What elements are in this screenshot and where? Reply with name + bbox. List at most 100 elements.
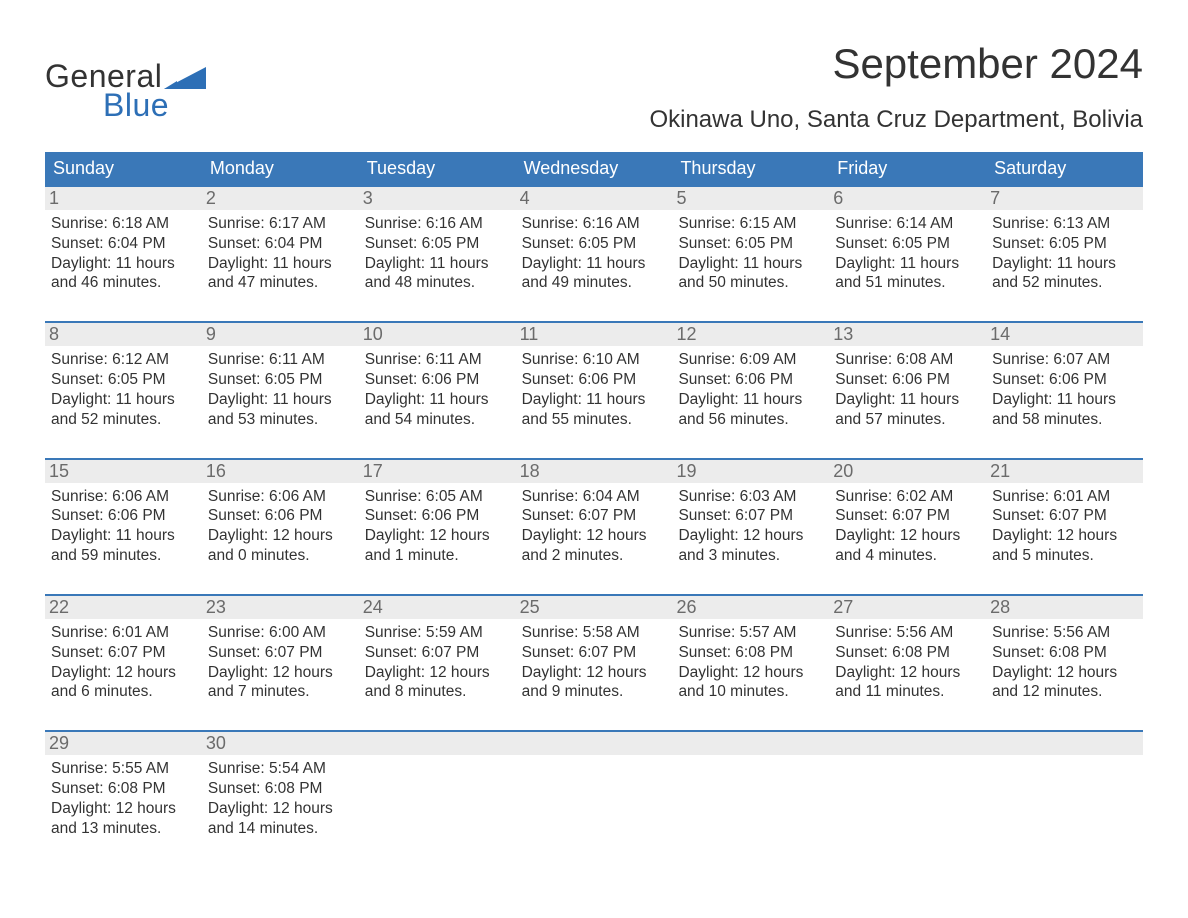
week-row: 22Sunrise: 6:01 AMSunset: 6:07 PMDayligh… bbox=[45, 594, 1143, 702]
day-number: 17 bbox=[359, 460, 516, 483]
day-cell: 6Sunrise: 6:14 AMSunset: 6:05 PMDaylight… bbox=[829, 187, 986, 293]
day-details: Sunrise: 6:06 AMSunset: 6:06 PMDaylight:… bbox=[51, 487, 196, 566]
day-sunset: Sunset: 6:05 PM bbox=[992, 234, 1137, 254]
day-details: Sunrise: 6:00 AMSunset: 6:07 PMDaylight:… bbox=[208, 623, 353, 702]
brand-line2: Blue bbox=[103, 87, 206, 124]
day-sunrise: Sunrise: 6:00 AM bbox=[208, 623, 353, 643]
day-d1: Daylight: 11 hours bbox=[51, 526, 196, 546]
day-d2: and 48 minutes. bbox=[365, 273, 510, 293]
day-number: 4 bbox=[516, 187, 673, 210]
day-d2: and 14 minutes. bbox=[208, 819, 353, 839]
day-d1: Daylight: 11 hours bbox=[678, 254, 823, 274]
day-details: Sunrise: 5:55 AMSunset: 6:08 PMDaylight:… bbox=[51, 759, 196, 838]
day-sunset: Sunset: 6:06 PM bbox=[51, 506, 196, 526]
day-d2: and 54 minutes. bbox=[365, 410, 510, 430]
day-cell: 27Sunrise: 5:56 AMSunset: 6:08 PMDayligh… bbox=[829, 596, 986, 702]
day-number-empty bbox=[829, 732, 986, 755]
day-sunset: Sunset: 6:06 PM bbox=[522, 370, 667, 390]
day-d1: Daylight: 12 hours bbox=[51, 799, 196, 819]
day-sunset: Sunset: 6:08 PM bbox=[678, 643, 823, 663]
day-d2: and 51 minutes. bbox=[835, 273, 980, 293]
day-cell: 7 Sunrise: 6:13 AMSunset: 6:05 PMDaylight… bbox=[986, 187, 1143, 293]
day-details: Sunrise: 6:17 AMSunset: 6:04 PMDaylight:… bbox=[208, 214, 353, 293]
day-d2: and 47 minutes. bbox=[208, 273, 353, 293]
day-number: 28 bbox=[986, 596, 1143, 619]
brand-logo: General Blue bbox=[45, 58, 206, 124]
day-sunset: Sunset: 6:07 PM bbox=[51, 643, 196, 663]
day-details: Sunrise: 6:07 AMSunset: 6:06 PMDaylight:… bbox=[992, 350, 1137, 429]
day-sunrise: Sunrise: 6:16 AM bbox=[522, 214, 667, 234]
day-d2: and 58 minutes. bbox=[992, 410, 1137, 430]
day-details: Sunrise: 6:01 AMSunset: 6:07 PMDaylight:… bbox=[51, 623, 196, 702]
weekday-header: Monday bbox=[202, 152, 359, 185]
day-sunrise: Sunrise: 5:56 AM bbox=[992, 623, 1137, 643]
day-number: 15 bbox=[45, 460, 202, 483]
day-cell: 26Sunrise: 5:57 AMSunset: 6:08 PMDayligh… bbox=[672, 596, 829, 702]
day-sunrise: Sunrise: 6:06 AM bbox=[51, 487, 196, 507]
weekday-header: Wednesday bbox=[516, 152, 673, 185]
day-d2: and 4 minutes. bbox=[835, 546, 980, 566]
day-d2: and 2 minutes. bbox=[522, 546, 667, 566]
day-sunset: Sunset: 6:05 PM bbox=[208, 370, 353, 390]
day-d2: and 13 minutes. bbox=[51, 819, 196, 839]
day-d1: Daylight: 12 hours bbox=[522, 663, 667, 683]
day-d1: Daylight: 12 hours bbox=[992, 526, 1137, 546]
day-details: Sunrise: 6:04 AMSunset: 6:07 PMDaylight:… bbox=[522, 487, 667, 566]
day-sunrise: Sunrise: 6:01 AM bbox=[992, 487, 1137, 507]
day-number: 6 bbox=[829, 187, 986, 210]
day-d1: Daylight: 11 hours bbox=[522, 254, 667, 274]
week-row: 8Sunrise: 6:12 AMSunset: 6:05 PMDaylight… bbox=[45, 321, 1143, 429]
day-sunrise: Sunrise: 6:03 AM bbox=[678, 487, 823, 507]
day-cell bbox=[359, 732, 516, 838]
day-details: Sunrise: 5:56 AMSunset: 6:08 PMDaylight:… bbox=[992, 623, 1137, 702]
day-cell: 25Sunrise: 5:58 AMSunset: 6:07 PMDayligh… bbox=[516, 596, 673, 702]
day-d1: Daylight: 12 hours bbox=[208, 799, 353, 819]
day-sunrise: Sunrise: 6:11 AM bbox=[208, 350, 353, 370]
day-number: 7 bbox=[986, 187, 1143, 210]
day-details: Sunrise: 5:58 AMSunset: 6:07 PMDaylight:… bbox=[522, 623, 667, 702]
day-d1: Daylight: 11 hours bbox=[365, 390, 510, 410]
day-details: Sunrise: 6:01 AMSunset: 6:07 PMDaylight:… bbox=[992, 487, 1137, 566]
day-cell bbox=[986, 732, 1143, 838]
day-sunrise: Sunrise: 5:58 AM bbox=[522, 623, 667, 643]
day-sunrise: Sunrise: 6:06 AM bbox=[208, 487, 353, 507]
week-row: 1Sunrise: 6:18 AMSunset: 6:04 PMDaylight… bbox=[45, 185, 1143, 293]
day-sunrise: Sunrise: 6:18 AM bbox=[51, 214, 196, 234]
day-number: 10 bbox=[359, 323, 516, 346]
day-cell: 4 Sunrise: 6:16 AMSunset: 6:05 PMDaylight… bbox=[516, 187, 673, 293]
weekday-header: Sunday bbox=[45, 152, 202, 185]
day-cell: 23Sunrise: 6:00 AMSunset: 6:07 PMDayligh… bbox=[202, 596, 359, 702]
day-sunrise: Sunrise: 6:01 AM bbox=[51, 623, 196, 643]
day-cell: 21Sunrise: 6:01 AMSunset: 6:07 PMDayligh… bbox=[986, 460, 1143, 566]
day-sunset: Sunset: 6:04 PM bbox=[51, 234, 196, 254]
day-d1: Daylight: 11 hours bbox=[835, 390, 980, 410]
day-cell bbox=[672, 732, 829, 838]
day-d1: Daylight: 11 hours bbox=[208, 390, 353, 410]
day-sunset: Sunset: 6:07 PM bbox=[678, 506, 823, 526]
day-details: Sunrise: 6:02 AMSunset: 6:07 PMDaylight:… bbox=[835, 487, 980, 566]
weekday-header: Friday bbox=[829, 152, 986, 185]
day-number: 8 bbox=[45, 323, 202, 346]
day-sunrise: Sunrise: 6:05 AM bbox=[365, 487, 510, 507]
day-d2: and 46 minutes. bbox=[51, 273, 196, 293]
day-d1: Daylight: 11 hours bbox=[992, 390, 1137, 410]
day-cell: 14Sunrise: 6:07 AMSunset: 6:06 PMDayligh… bbox=[986, 323, 1143, 429]
calendar: Sunday Monday Tuesday Wednesday Thursday… bbox=[45, 152, 1143, 839]
day-d2: and 3 minutes. bbox=[678, 546, 823, 566]
day-details: Sunrise: 6:16 AMSunset: 6:05 PMDaylight:… bbox=[522, 214, 667, 293]
day-details: Sunrise: 6:13 AMSunset: 6:05 PMDaylight:… bbox=[992, 214, 1137, 293]
day-d1: Daylight: 12 hours bbox=[208, 526, 353, 546]
weekday-header: Tuesday bbox=[359, 152, 516, 185]
day-sunset: Sunset: 6:08 PM bbox=[51, 779, 196, 799]
day-d1: Daylight: 11 hours bbox=[522, 390, 667, 410]
week-row: 29Sunrise: 5:55 AMSunset: 6:08 PMDayligh… bbox=[45, 730, 1143, 838]
header: General Blue September 2024 Okinawa Uno,… bbox=[45, 40, 1143, 134]
day-cell: 5Sunrise: 6:15 AMSunset: 6:05 PMDaylight… bbox=[672, 187, 829, 293]
day-d1: Daylight: 11 hours bbox=[365, 254, 510, 274]
day-d2: and 11 minutes. bbox=[835, 682, 980, 702]
day-d2: and 59 minutes. bbox=[51, 546, 196, 566]
day-d2: and 57 minutes. bbox=[835, 410, 980, 430]
day-number-empty bbox=[359, 732, 516, 755]
day-cell: 18Sunrise: 6:04 AMSunset: 6:07 PMDayligh… bbox=[516, 460, 673, 566]
day-sunset: Sunset: 6:07 PM bbox=[522, 506, 667, 526]
